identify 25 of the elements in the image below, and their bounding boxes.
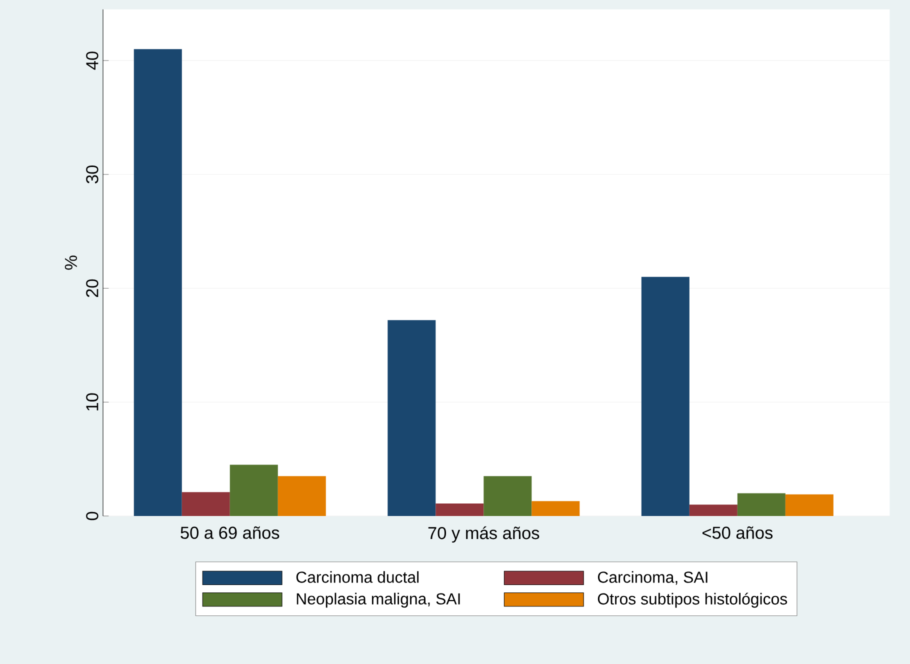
x-tick-label: <50 años xyxy=(702,526,773,539)
bar xyxy=(436,503,484,516)
bar xyxy=(484,476,532,516)
bar xyxy=(230,464,278,516)
legend-label: Carcinoma ductal xyxy=(296,571,419,583)
bar xyxy=(641,276,690,516)
y-tick-label: 20 xyxy=(86,279,98,297)
bar xyxy=(737,493,786,516)
y-tick-label: 0 xyxy=(86,512,98,520)
x-tick-label: 50 a 69 años xyxy=(180,526,280,539)
bar xyxy=(689,504,738,516)
bar xyxy=(182,492,230,516)
bar xyxy=(785,494,834,516)
x-tick-label: 70 y más años xyxy=(428,526,540,543)
legend-label: Carcinoma, SAI xyxy=(598,571,708,585)
y-tick-label: 10 xyxy=(86,393,98,410)
bar xyxy=(134,49,182,516)
bar xyxy=(278,476,326,516)
legend-label: Neoplasia maligna, SAI xyxy=(296,592,460,608)
bar xyxy=(388,320,436,516)
y-axis-title: % xyxy=(64,256,77,270)
y-tick-label: 30 xyxy=(86,165,98,184)
bar xyxy=(532,501,580,516)
y-tick-label: 40 xyxy=(86,52,98,70)
legend-label: Otros subtipos histológicos xyxy=(598,592,788,608)
